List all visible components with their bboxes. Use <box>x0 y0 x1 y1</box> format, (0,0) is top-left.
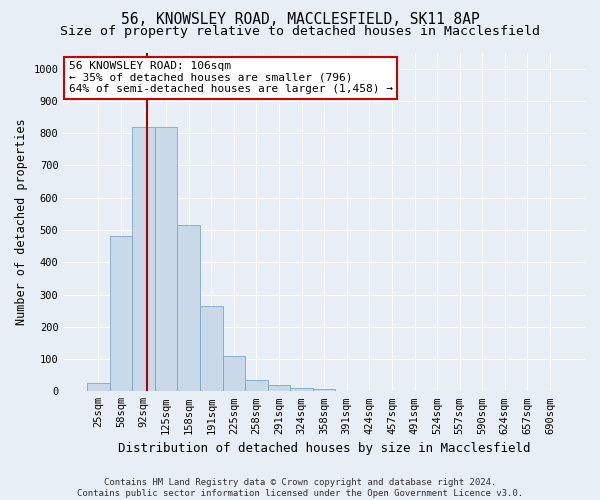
Bar <box>200 306 223 392</box>
Bar <box>132 126 155 392</box>
Bar <box>87 383 110 392</box>
Y-axis label: Number of detached properties: Number of detached properties <box>15 118 28 325</box>
Bar <box>178 225 200 392</box>
Bar <box>110 236 132 392</box>
X-axis label: Distribution of detached houses by size in Macclesfield: Distribution of detached houses by size … <box>118 442 530 455</box>
Bar <box>223 356 245 392</box>
Text: Size of property relative to detached houses in Macclesfield: Size of property relative to detached ho… <box>60 25 540 38</box>
Bar <box>313 389 335 392</box>
Text: 56 KNOWSLEY ROAD: 106sqm
← 35% of detached houses are smaller (796)
64% of semi-: 56 KNOWSLEY ROAD: 106sqm ← 35% of detach… <box>68 61 392 94</box>
Bar <box>245 380 268 392</box>
Text: 56, KNOWSLEY ROAD, MACCLESFIELD, SK11 8AP: 56, KNOWSLEY ROAD, MACCLESFIELD, SK11 8A… <box>121 12 479 28</box>
Bar <box>290 388 313 392</box>
Bar <box>268 385 290 392</box>
Bar <box>155 126 178 392</box>
Text: Contains HM Land Registry data © Crown copyright and database right 2024.
Contai: Contains HM Land Registry data © Crown c… <box>77 478 523 498</box>
